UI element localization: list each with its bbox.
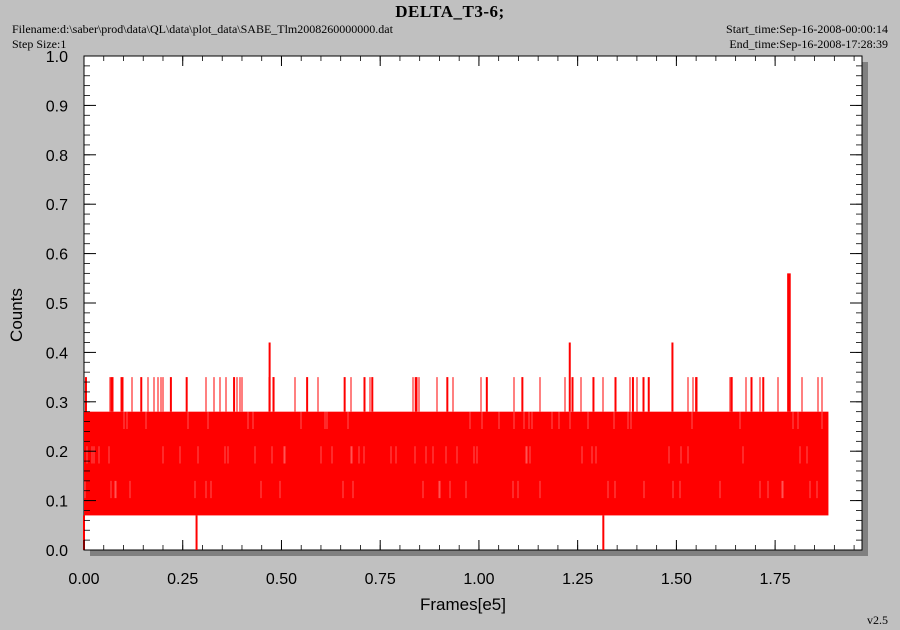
x-tick-label-6: 1.50 xyxy=(661,571,692,588)
x-tick-label-4: 1.00 xyxy=(463,571,494,588)
start-time-label: Start_time:Sep-16-2008-00:00:14 xyxy=(726,22,888,36)
y-tick-label-0: 0.0 xyxy=(46,543,68,560)
x-tick-label-1: 0.25 xyxy=(167,571,198,588)
y-axis-label: Counts xyxy=(7,288,26,342)
y-tick-label-6: 0.6 xyxy=(46,247,68,264)
x-tick-label-2: 0.50 xyxy=(266,571,297,588)
version-label: v2.5 xyxy=(867,613,888,627)
x-tick-label-5: 1.25 xyxy=(562,571,593,588)
y-tick-label-2: 0.2 xyxy=(46,444,68,461)
x-tick-label-0: 0.00 xyxy=(68,571,99,588)
y-tick-label-10: 1.0 xyxy=(46,49,68,66)
x-tick-label-3: 0.75 xyxy=(365,571,396,588)
step-size-label: Step Size:1 xyxy=(12,37,67,51)
axes-layer: 0.0 0.1 0.2 0.3 0.4 0.5 0.6 0.7 0.8 0.9 1.0 0.00 0.2… xyxy=(46,49,862,588)
series-layer xyxy=(83,273,829,550)
series-base-band xyxy=(84,411,829,516)
x-tick-label-7: 1.75 xyxy=(760,571,791,588)
y-tick-label-4: 0.4 xyxy=(46,345,68,362)
y-tick-label-1: 0.1 xyxy=(46,494,68,511)
chart-title: DELTA_T3-6; xyxy=(395,2,505,21)
y-tick-label-9: 0.9 xyxy=(46,98,68,115)
y-tick-label-3: 0.3 xyxy=(46,395,68,412)
series-texture xyxy=(84,411,823,499)
x-axis-label: Frames[e5] xyxy=(420,595,506,614)
filename-label: Filename:d:\saber\prod\data\QL\data\plot… xyxy=(12,22,393,36)
y-tick-label-5: 0.5 xyxy=(46,296,68,313)
end-time-label: End_time:Sep-16-2008-17:28:39 xyxy=(729,37,888,51)
series-small-spikes xyxy=(109,377,823,412)
y-tick-label-7: 0.7 xyxy=(46,197,68,214)
y-tick-label-8: 0.8 xyxy=(46,148,68,165)
